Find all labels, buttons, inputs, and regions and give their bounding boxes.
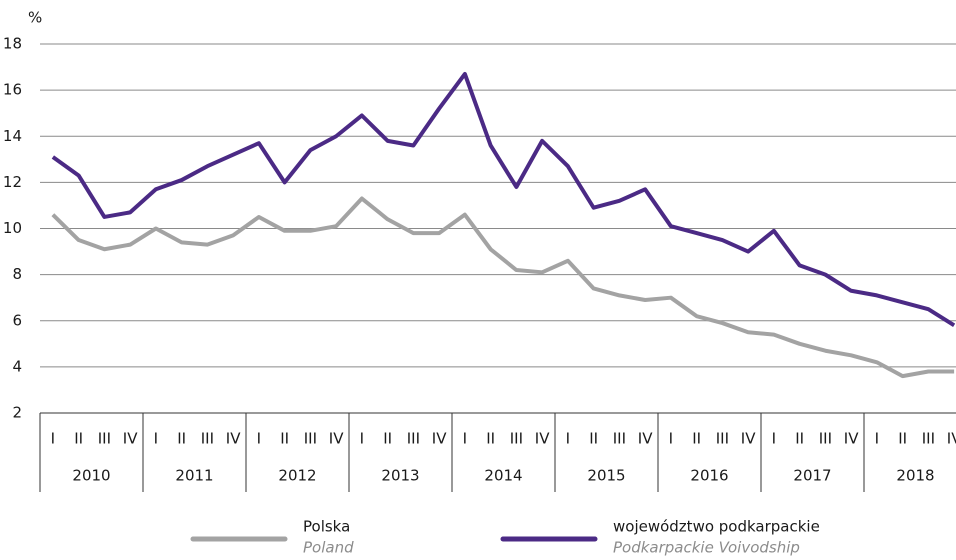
x-tick-label: I xyxy=(669,430,673,448)
x-tick-label: II xyxy=(486,430,495,448)
x-tick-label: IV xyxy=(535,430,550,448)
x-tick-label: IV xyxy=(947,430,956,448)
legend-sublabel: Poland xyxy=(303,539,354,557)
group-label: 2012 xyxy=(278,467,316,485)
x-tick-label: III xyxy=(98,430,111,448)
group-label: 2017 xyxy=(793,467,831,485)
y-tick-label: 18 xyxy=(3,35,22,53)
x-tick-label: I xyxy=(772,430,776,448)
x-tick-label: IV xyxy=(844,430,859,448)
x-tick-label: III xyxy=(922,430,935,448)
x-tick-label: II xyxy=(383,430,392,448)
y-axis-label: % xyxy=(28,9,42,27)
x-tick-label: I xyxy=(154,430,158,448)
x-tick-label: III xyxy=(510,430,523,448)
x-tick-label: IV xyxy=(123,430,138,448)
legend-sublabel: Podkarpackie Voivodship xyxy=(613,539,800,557)
x-tick-label: IV xyxy=(638,430,653,448)
x-tick-label: III xyxy=(716,430,729,448)
x-tick-label: II xyxy=(795,430,804,448)
x-tick-label: III xyxy=(407,430,420,448)
x-tick-label: I xyxy=(360,430,364,448)
x-tick-label: II xyxy=(177,430,186,448)
y-tick-label: 6 xyxy=(12,311,22,329)
x-tick-label: IV xyxy=(226,430,241,448)
group-label: 2010 xyxy=(72,467,110,485)
group-label: 2011 xyxy=(175,467,213,485)
x-tick-label: I xyxy=(875,430,879,448)
x-tick-label: II xyxy=(589,430,598,448)
y-tick-label: 10 xyxy=(3,219,22,237)
y-tick-label: 4 xyxy=(12,357,22,375)
x-tick-label: III xyxy=(613,430,626,448)
x-tick-label: I xyxy=(51,430,55,448)
x-tick-label: II xyxy=(898,430,907,448)
x-tick-label: II xyxy=(280,430,289,448)
x-tick-label: IV xyxy=(741,430,756,448)
group-label: 2014 xyxy=(484,467,522,485)
x-tick-label: II xyxy=(692,430,701,448)
x-tick-label: II xyxy=(74,430,83,448)
x-tick-label: I xyxy=(257,430,261,448)
group-label: 2018 xyxy=(896,467,934,485)
series-line xyxy=(51,71,956,328)
legend-label: Polska xyxy=(303,518,350,536)
y-tick-label: 8 xyxy=(12,265,22,283)
group-label: 2016 xyxy=(690,467,728,485)
group-label: 2013 xyxy=(381,467,419,485)
x-tick-label: IV xyxy=(432,430,447,448)
series-line xyxy=(51,196,955,379)
group-label: 2015 xyxy=(587,467,625,485)
x-tick-label: III xyxy=(201,430,214,448)
y-tick-label: 14 xyxy=(3,127,22,145)
y-tick-label: 12 xyxy=(3,173,22,191)
legend-label: województwo podkarpackie xyxy=(613,518,820,536)
x-tick-label: III xyxy=(304,430,317,448)
y-tick-label: 16 xyxy=(3,81,22,99)
x-tick-label: I xyxy=(566,430,570,448)
y-tick-label: 2 xyxy=(12,404,22,422)
x-tick-label: I xyxy=(463,430,467,448)
x-tick-label: III xyxy=(819,430,832,448)
x-tick-label: IV xyxy=(329,430,344,448)
